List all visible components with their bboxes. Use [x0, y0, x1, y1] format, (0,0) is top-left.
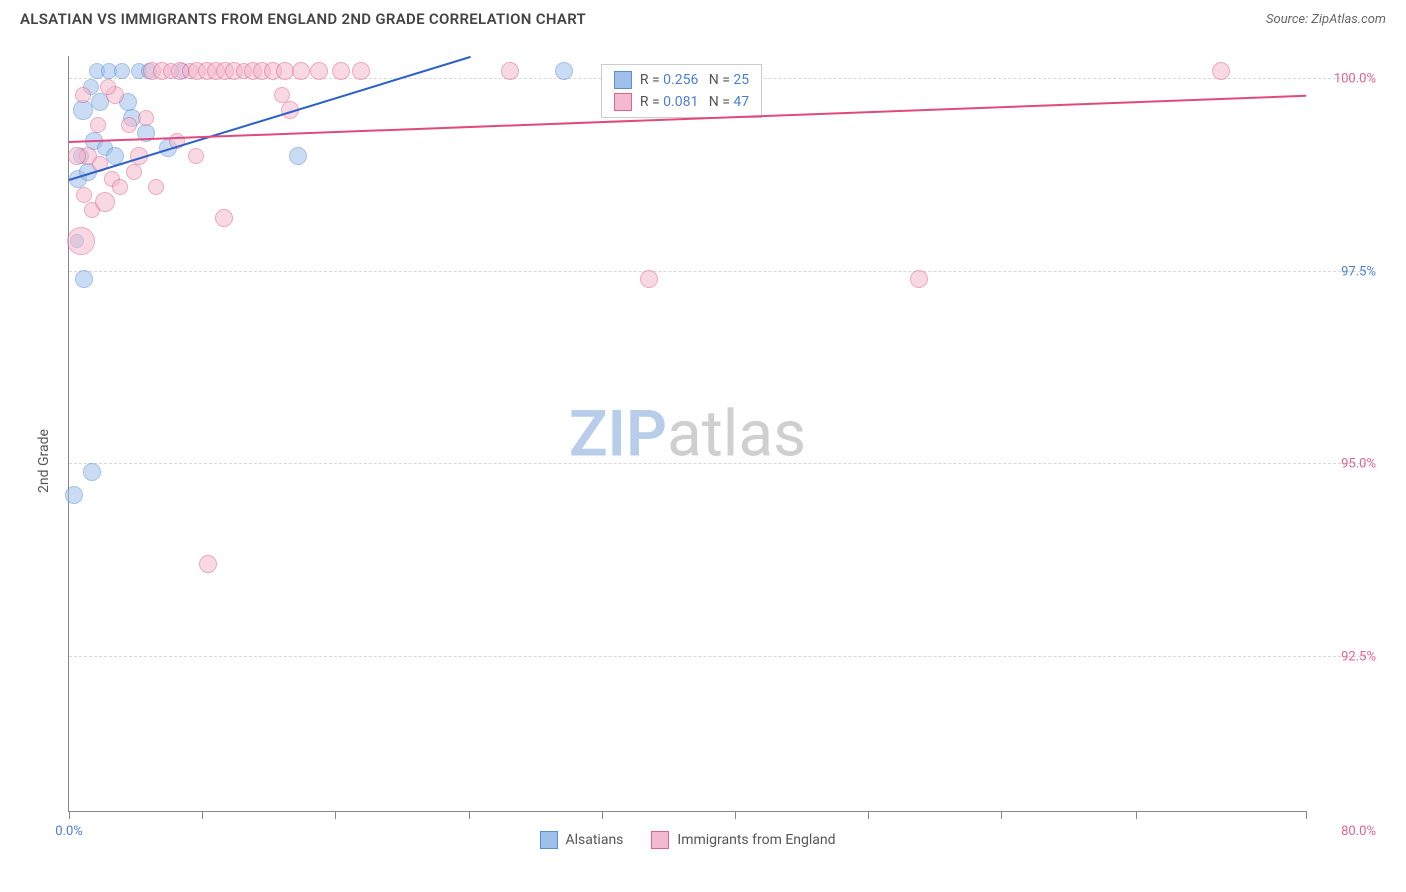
- data-point: [292, 62, 310, 80]
- series-swatch: [614, 93, 632, 111]
- x-tick: [602, 811, 603, 819]
- data-point: [100, 79, 116, 95]
- x-tick: [335, 811, 336, 819]
- data-point: [65, 486, 83, 504]
- data-point: [95, 192, 115, 212]
- watermark-part1: ZIP: [569, 396, 667, 471]
- data-point: [148, 179, 164, 195]
- watermark: ZIPatlas: [569, 396, 806, 471]
- y-tick-label: 100.0%: [1316, 72, 1376, 87]
- data-point: [310, 62, 328, 80]
- legend: Alsatians Immigrants from England: [539, 831, 835, 849]
- data-point: [68, 147, 86, 165]
- y-axis-label: 2nd Grade: [36, 429, 52, 493]
- data-point: [75, 87, 91, 103]
- x-tick: [1001, 811, 1002, 819]
- data-point: [274, 87, 290, 103]
- data-point: [75, 270, 93, 288]
- chart-title: ALSATIAN VS IMMIGRANTS FROM ENGLAND 2ND …: [20, 10, 586, 28]
- chart-header: ALSATIAN VS IMMIGRANTS FROM ENGLAND 2ND …: [0, 0, 1406, 38]
- watermark-part2: atlas: [667, 396, 806, 471]
- data-point: [332, 62, 350, 80]
- data-point: [138, 110, 154, 126]
- series-swatch: [614, 71, 632, 89]
- data-point: [352, 62, 370, 80]
- data-point: [289, 147, 307, 165]
- data-point: [126, 164, 142, 180]
- chart-container: 2nd Grade ZIPatlas 92.5%95.0%97.5%100.0%…: [20, 50, 1386, 872]
- data-point: [114, 63, 130, 79]
- x-tick: [1136, 811, 1137, 819]
- plot-area: ZIPatlas 92.5%95.0%97.5%100.0%0.0%80.0%R…: [68, 56, 1306, 812]
- data-point: [76, 187, 92, 203]
- data-point: [112, 179, 128, 195]
- x-tick: [868, 811, 869, 819]
- x-tick: [735, 811, 736, 819]
- x-tick: [469, 811, 470, 819]
- gridline: [69, 271, 1366, 272]
- data-point: [67, 227, 95, 255]
- data-point: [501, 62, 519, 80]
- gridline: [69, 656, 1366, 657]
- data-point: [215, 209, 233, 227]
- legend-label: Alsatians: [565, 832, 623, 848]
- stats-row: R = 0.256 N = 25: [614, 69, 749, 91]
- stats-box: R = 0.256 N = 25 R = 0.081 N = 47: [601, 64, 762, 118]
- legend-swatch: [539, 831, 557, 849]
- data-point: [199, 555, 217, 573]
- data-point: [1212, 62, 1230, 80]
- data-point: [121, 117, 137, 133]
- x-tick: [69, 811, 70, 819]
- gridline: [69, 463, 1366, 464]
- x-tick-label: 80.0%: [1341, 824, 1376, 839]
- data-point: [640, 270, 658, 288]
- stats-text: R = 0.256 N = 25: [640, 72, 749, 88]
- stats-row: R = 0.081 N = 47: [614, 91, 749, 113]
- legend-item: Immigrants from England: [651, 831, 835, 849]
- legend-item: Alsatians: [539, 831, 623, 849]
- data-point: [910, 270, 928, 288]
- data-point: [555, 62, 573, 80]
- data-point: [73, 100, 93, 120]
- x-tick: [202, 811, 203, 819]
- data-point: [188, 148, 204, 164]
- legend-label: Immigrants from England: [677, 832, 835, 848]
- y-tick-label: 92.5%: [1316, 649, 1376, 664]
- chart-source: Source: ZipAtlas.com: [1266, 12, 1386, 27]
- legend-swatch: [651, 831, 669, 849]
- data-point: [90, 117, 106, 133]
- y-tick-label: 97.5%: [1316, 264, 1376, 279]
- x-tick-label: 0.0%: [55, 824, 83, 839]
- data-point: [83, 463, 101, 481]
- y-tick-label: 95.0%: [1316, 457, 1376, 472]
- stats-text: R = 0.081 N = 47: [640, 94, 749, 110]
- x-tick: [1306, 811, 1307, 819]
